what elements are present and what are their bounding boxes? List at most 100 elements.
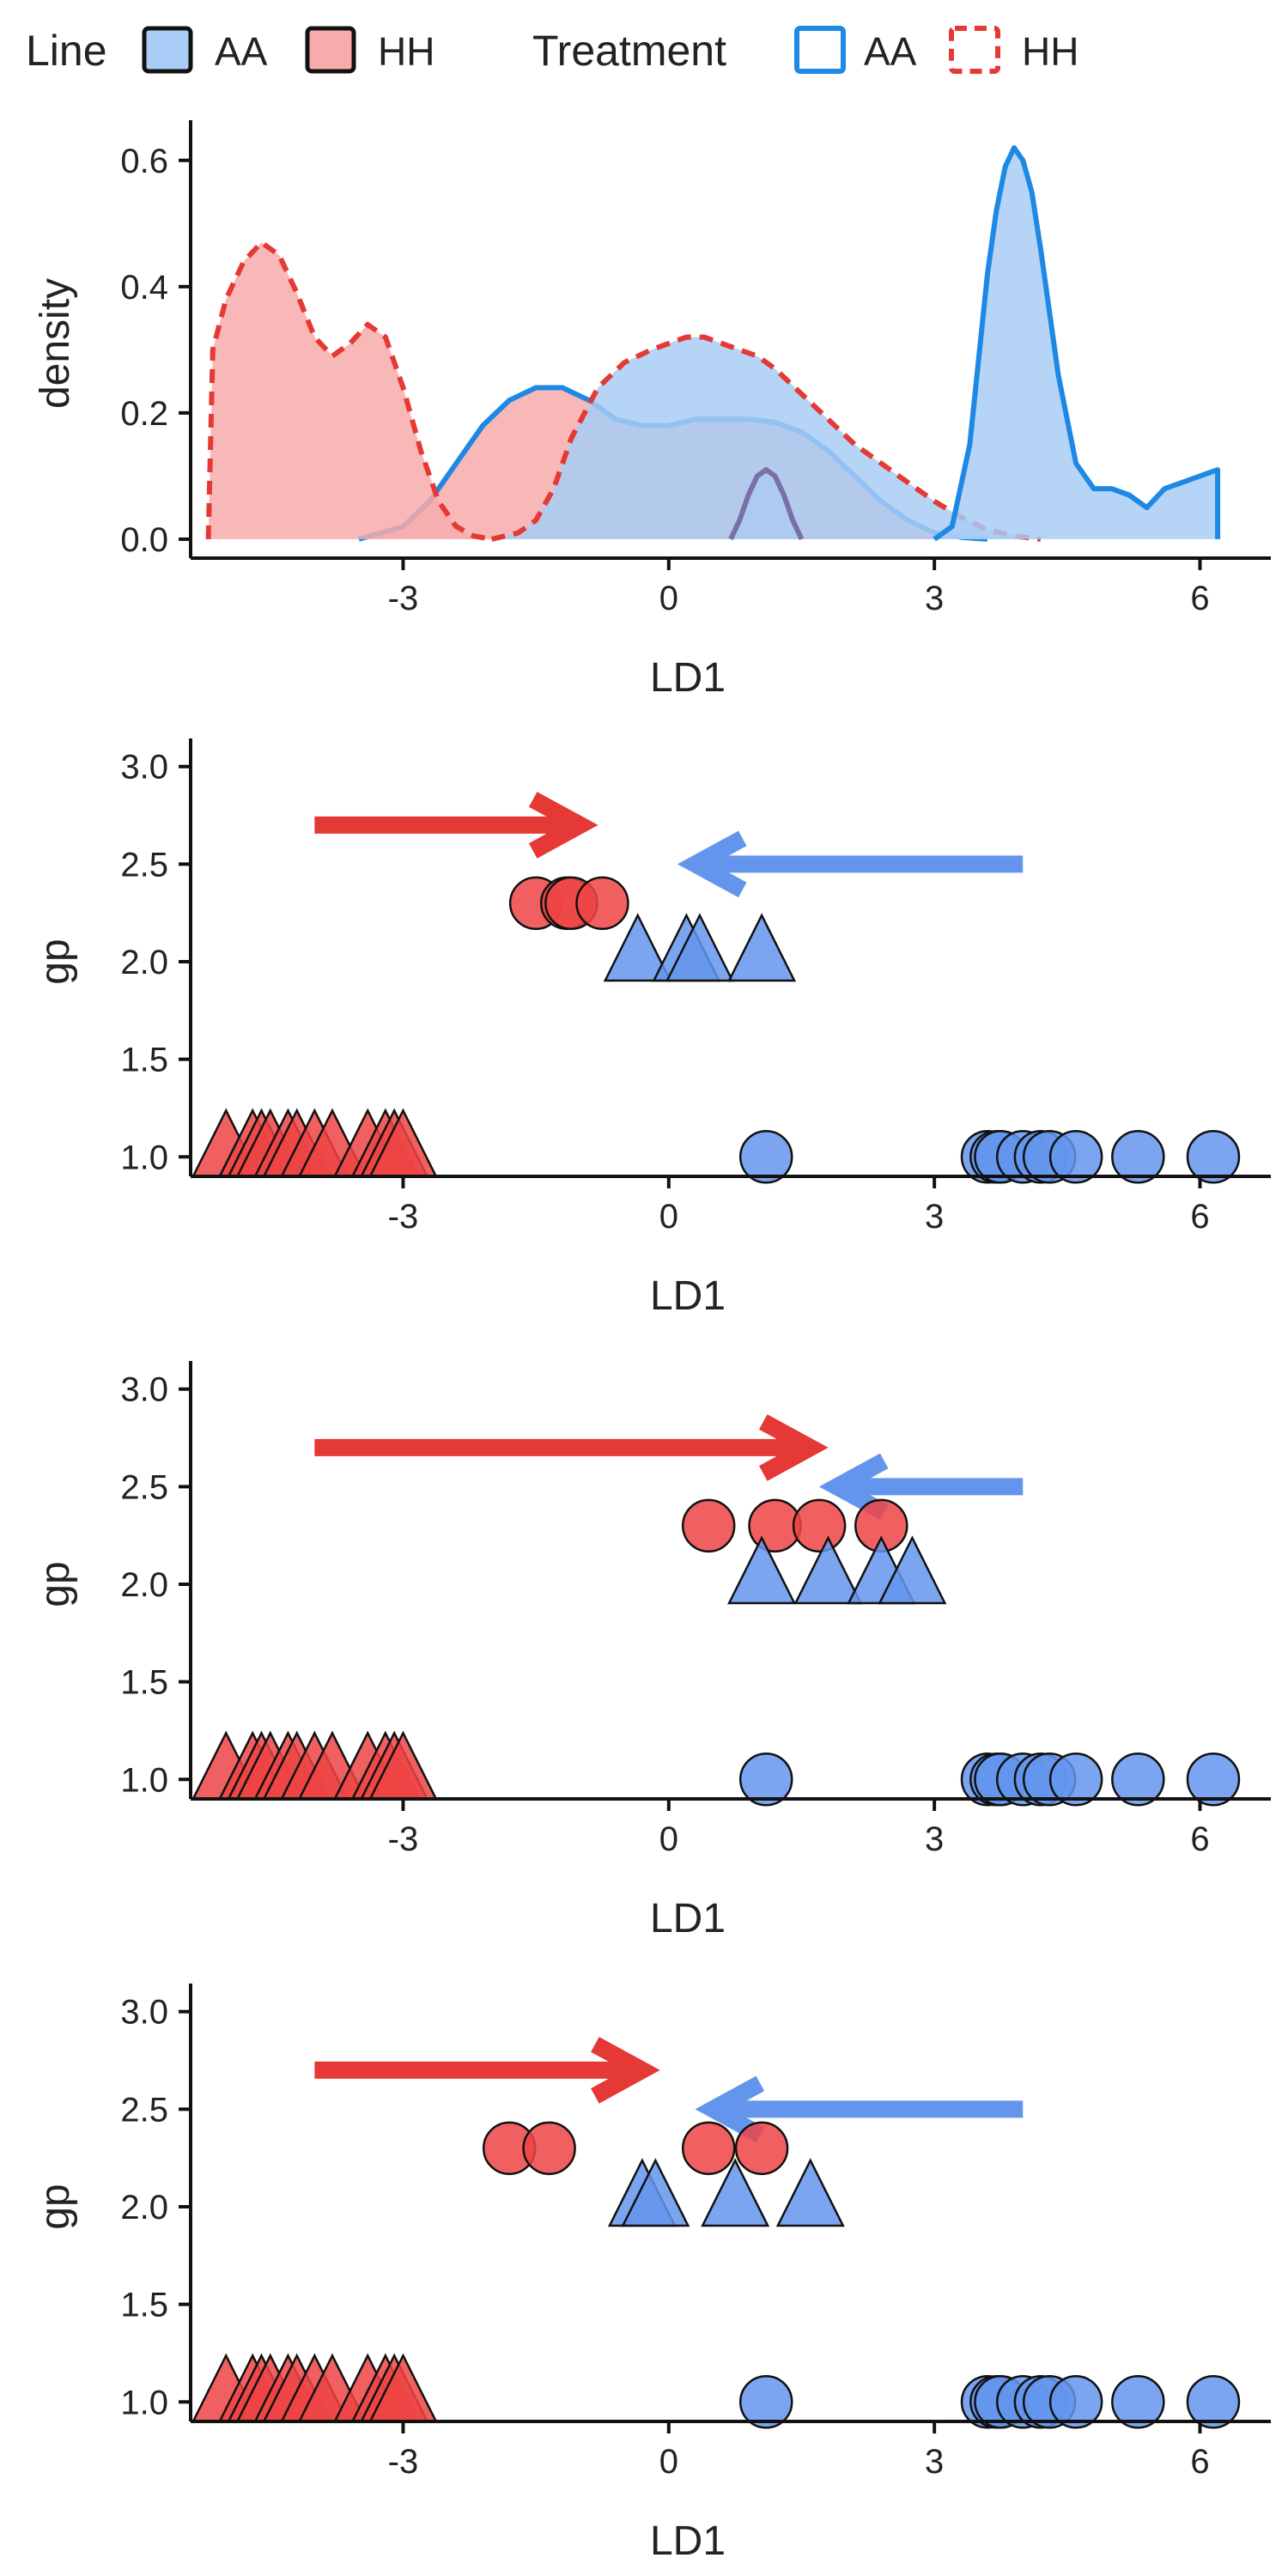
legend-line-hh-label: HH bbox=[378, 29, 434, 74]
x-tick-label: 0 bbox=[659, 1198, 678, 1236]
x-tick-label: 3 bbox=[925, 580, 944, 617]
aa-circle-point bbox=[1048, 1753, 1103, 1807]
y-tick-label: 2.5 bbox=[120, 846, 168, 884]
y-tick-label: 2.0 bbox=[120, 944, 168, 981]
x-tick-label: 3 bbox=[925, 1820, 944, 1858]
arrow-head bbox=[591, 2037, 660, 2104]
hh-arrow bbox=[314, 1414, 829, 1481]
y-tick-label: 1.0 bbox=[120, 2384, 168, 2421]
aa-circle-point bbox=[1111, 1753, 1165, 1807]
aa-circle-point bbox=[1111, 1130, 1165, 1184]
x-tick-label: -3 bbox=[388, 1198, 419, 1236]
aa-triangle-point bbox=[621, 2158, 690, 2227]
aa-circle-point bbox=[1048, 1130, 1103, 1184]
y-tick-label: 3.0 bbox=[120, 749, 168, 787]
x-tick-label: -3 bbox=[388, 580, 419, 617]
aa-arrow bbox=[677, 830, 1024, 898]
aa-triangle-point bbox=[727, 913, 797, 982]
aa-circle-point bbox=[738, 1130, 793, 1184]
aa-triangle-point bbox=[603, 913, 672, 982]
aa-arrow bbox=[695, 2075, 1024, 2143]
y-tick-label: 0.2 bbox=[120, 395, 168, 433]
axes: -3 0 3 6 1.0 1.5 2.0 2.5 3.0 LD1 gp bbox=[33, 1361, 1271, 1941]
arrow-head bbox=[759, 1414, 829, 1481]
scatter-panel-3: -3 0 3 6 1.0 1.5 2.0 2.5 3.0 LD1 gp bbox=[33, 1984, 1271, 2564]
density-area-aa-hh bbox=[491, 337, 1041, 539]
x-tick-label: -3 bbox=[388, 2443, 419, 2481]
legend-line-aa-key bbox=[142, 26, 193, 74]
arrow-head bbox=[528, 792, 598, 859]
x-tick-label: 0 bbox=[659, 580, 678, 617]
density-line-aa-hh bbox=[490, 334, 1042, 542]
aa-circle-point bbox=[1186, 1753, 1241, 1807]
hh-circle-point bbox=[792, 1498, 847, 1553]
y-axis-label: gp bbox=[33, 1561, 78, 1607]
hh-circle-point bbox=[522, 2121, 576, 2176]
density-line-aa-aa bbox=[728, 467, 805, 541]
aa-triangle-point bbox=[727, 1535, 797, 1605]
x-axis-label: LD1 bbox=[650, 655, 726, 696]
density-area-hh-hh bbox=[208, 242, 492, 539]
hh-arrow bbox=[314, 2037, 660, 2104]
aa-triangle-point bbox=[701, 2158, 770, 2227]
density-area-aa-aa bbox=[934, 148, 1218, 539]
y-axis-label: gp bbox=[33, 2184, 78, 2229]
x-tick-label: 3 bbox=[925, 2443, 944, 2481]
arrow-head bbox=[677, 830, 747, 898]
aa-circle-point bbox=[1186, 2375, 1241, 2429]
density-line-aa-aa bbox=[933, 145, 1221, 542]
aa-triangle-point bbox=[878, 1535, 947, 1605]
legend-line-aa-label: AA bbox=[215, 29, 268, 74]
x-tick-label: 6 bbox=[1190, 580, 1209, 617]
y-axis-label: density bbox=[33, 278, 78, 409]
legend-line-hh-key bbox=[305, 26, 356, 74]
axes: -3 0 3 6 1.0 1.5 2.0 2.5 3.0 LD1 gp bbox=[33, 738, 1271, 1319]
x-tick-label: -3 bbox=[388, 1820, 419, 1858]
x-tick-label: 6 bbox=[1190, 2443, 1209, 2481]
density-panel: -3 0 3 6 0.0 0.2 0.4 0.6 LD1 density bbox=[33, 120, 1271, 696]
aa-triangle-point bbox=[665, 913, 734, 982]
legend-treatment-aa-label: AA bbox=[864, 29, 917, 74]
density-area-aa-aa bbox=[731, 470, 802, 539]
x-axis-label: LD1 bbox=[650, 2518, 726, 2564]
x-axis-label: LD1 bbox=[650, 1896, 726, 1941]
legend-line-title: Line bbox=[26, 27, 107, 75]
x-tick-label: 3 bbox=[925, 1198, 944, 1236]
hh-arrow bbox=[314, 792, 598, 859]
aa-triangle-point bbox=[793, 1535, 863, 1605]
aa-triangle-point bbox=[775, 2158, 845, 2227]
y-tick-label: 0.0 bbox=[120, 521, 168, 559]
y-tick-label: 2.0 bbox=[120, 2189, 168, 2227]
y-tick-label: 2.0 bbox=[120, 1566, 168, 1604]
x-axis-label: LD1 bbox=[650, 1273, 726, 1319]
hh-circle-point bbox=[734, 2121, 789, 2176]
y-tick-label: 1.0 bbox=[120, 1761, 168, 1799]
x-tick-label: 0 bbox=[659, 2443, 678, 2481]
scatter-panel-2: -3 0 3 6 1.0 1.5 2.0 2.5 3.0 LD1 gp bbox=[33, 1361, 1271, 1941]
aa-circle-point bbox=[738, 1753, 793, 1807]
y-tick-label: 0.6 bbox=[120, 143, 168, 180]
aa-circle-point bbox=[738, 2375, 793, 2429]
x-tick-label: 0 bbox=[659, 1820, 678, 1858]
arrow-head bbox=[695, 2075, 765, 2143]
y-tick-label: 1.5 bbox=[120, 1042, 168, 1079]
y-tick-label: 1.0 bbox=[120, 1139, 168, 1176]
aa-circle-point bbox=[1186, 1130, 1241, 1184]
hh-circle-point bbox=[575, 876, 629, 931]
legend-treatment-title: Treatment bbox=[532, 27, 726, 75]
legend-treatment-hh-key bbox=[949, 26, 1000, 74]
y-tick-label: 2.5 bbox=[120, 2091, 168, 2129]
hh-circle-point bbox=[681, 2121, 736, 2176]
y-tick-label: 2.5 bbox=[120, 1468, 168, 1506]
x-tick-label: 6 bbox=[1190, 1820, 1209, 1858]
y-tick-label: 3.0 bbox=[120, 1994, 168, 2032]
scatter-panel-1: -3 0 3 6 1.0 1.5 2.0 2.5 3.0 LD1 gp bbox=[33, 738, 1271, 1319]
legend: Line AA HH Treatment AA HH bbox=[26, 26, 1078, 75]
axes: -3 0 3 6 0.0 0.2 0.4 0.6 LD1 density bbox=[33, 120, 1271, 696]
y-axis-label: gp bbox=[33, 939, 78, 984]
legend-treatment-hh-label: HH bbox=[1022, 29, 1078, 74]
y-tick-label: 1.5 bbox=[120, 1664, 168, 1702]
y-tick-label: 0.4 bbox=[120, 269, 168, 307]
legend-treatment-aa-key bbox=[794, 26, 846, 74]
axes: -3 0 3 6 1.0 1.5 2.0 2.5 3.0 LD1 gp bbox=[33, 1984, 1271, 2564]
